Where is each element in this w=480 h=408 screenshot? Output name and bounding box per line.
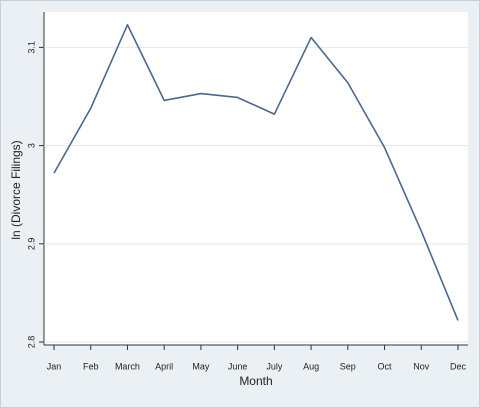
y-tick-label: 2.8 bbox=[26, 336, 36, 349]
x-tick-label: Aug bbox=[303, 361, 319, 371]
x-tick-label: Dec bbox=[450, 361, 467, 371]
x-tick-label: Oct bbox=[378, 361, 393, 371]
x-tick-label: Nov bbox=[413, 361, 430, 371]
y-tick-label: 2.9 bbox=[26, 238, 36, 251]
x-tick-label: June bbox=[228, 361, 248, 371]
y-tick-label: 3.1 bbox=[26, 41, 36, 54]
y-tick-label: 3 bbox=[26, 143, 36, 148]
plot-area bbox=[44, 12, 468, 345]
x-tick-label: Sep bbox=[340, 361, 356, 371]
x-tick-label: July bbox=[266, 361, 283, 371]
x-tick-label: May bbox=[192, 361, 210, 371]
x-tick-label: Feb bbox=[83, 361, 99, 371]
x-axis-title: Month bbox=[239, 374, 272, 388]
x-tick-label: Jan bbox=[47, 361, 62, 371]
x-tick-label: March bbox=[115, 361, 140, 371]
x-tick-label: April bbox=[155, 361, 173, 371]
y-axis-title: ln (Divorce Filings) bbox=[9, 140, 23, 239]
data-line bbox=[53, 23, 459, 321]
